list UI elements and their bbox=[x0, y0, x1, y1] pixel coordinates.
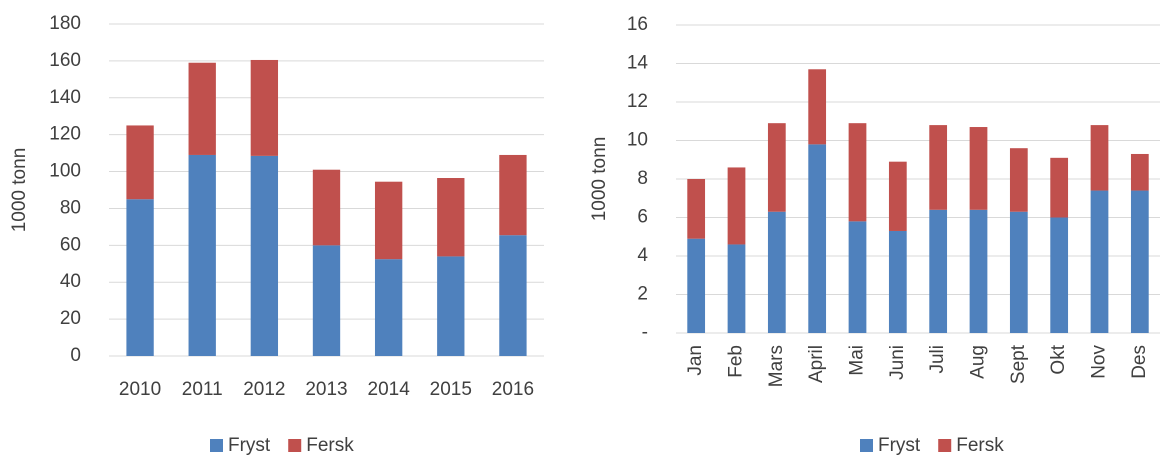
bar-segment bbox=[848, 123, 867, 222]
y-tick-label: 160 bbox=[49, 50, 81, 71]
y-tick-label: 4 bbox=[637, 245, 648, 266]
y-tick-label: 40 bbox=[60, 271, 81, 292]
bar-segment bbox=[848, 221, 867, 333]
y-tick-label: 10 bbox=[627, 130, 648, 151]
x-tick-label: Juli bbox=[927, 345, 948, 374]
bar-segment bbox=[1050, 217, 1069, 333]
legend-swatch bbox=[938, 439, 952, 452]
bar-segment bbox=[727, 244, 746, 333]
y-tick-label: 60 bbox=[60, 234, 81, 255]
x-tick-label: 2014 bbox=[368, 379, 411, 400]
bar-segment bbox=[126, 199, 154, 356]
bar-segment bbox=[312, 245, 341, 356]
x-tick-label: Mars bbox=[766, 345, 787, 387]
x-tick-label: Okt bbox=[1048, 344, 1069, 374]
x-tick-label: 2010 bbox=[119, 379, 161, 400]
bar-segment bbox=[969, 209, 988, 333]
bar-segment bbox=[1009, 148, 1028, 212]
x-tick-label: 2011 bbox=[182, 379, 223, 400]
y-tick-label: 2 bbox=[637, 284, 648, 305]
y-tick-label: 80 bbox=[60, 197, 81, 218]
bar-segment bbox=[188, 62, 216, 155]
bar-segment bbox=[888, 161, 907, 231]
y-tick-label: 120 bbox=[49, 124, 81, 145]
x-tick-label: 2016 bbox=[492, 379, 534, 400]
bar-segment bbox=[767, 123, 786, 212]
bar-segment bbox=[499, 235, 527, 356]
bar-segment bbox=[969, 127, 988, 210]
legend-label: Fryst bbox=[228, 435, 271, 456]
legend-swatch bbox=[288, 439, 302, 452]
legend-swatch bbox=[860, 439, 873, 452]
x-tick-label: 2013 bbox=[305, 379, 347, 400]
bar-segment bbox=[437, 178, 465, 257]
bar-segment bbox=[374, 181, 403, 260]
x-tick-label: Juni bbox=[887, 345, 908, 380]
x-tick-label: Aug bbox=[968, 345, 989, 379]
x-tick-label: Sept bbox=[1008, 344, 1029, 384]
y-tick-label: 0 bbox=[70, 345, 81, 366]
bar-segment bbox=[687, 238, 706, 333]
y-tick-label: - bbox=[642, 322, 648, 343]
bar-segment bbox=[1130, 153, 1149, 191]
legend-label: Fersk bbox=[306, 435, 354, 456]
bar-segment bbox=[727, 167, 746, 245]
bar-segment bbox=[1050, 157, 1069, 218]
bar-segment bbox=[808, 69, 827, 145]
bar-segment bbox=[374, 259, 403, 356]
y-axis-title: 1000 tonn bbox=[9, 148, 30, 233]
bar-segment bbox=[1090, 125, 1109, 191]
x-tick-label: 2015 bbox=[430, 379, 472, 400]
y-tick-label: 12 bbox=[627, 91, 648, 112]
legend-swatch bbox=[210, 439, 223, 452]
y-tick-label: 6 bbox=[637, 207, 648, 228]
x-tick-label: 2012 bbox=[243, 379, 285, 400]
bar-segment bbox=[1130, 190, 1149, 333]
y-tick-label: 140 bbox=[49, 87, 81, 108]
x-tick-label: April bbox=[806, 345, 827, 383]
y-tick-label: 16 bbox=[627, 14, 648, 35]
legend-label: Fersk bbox=[956, 435, 1004, 456]
bar-segment bbox=[687, 179, 706, 239]
x-tick-label: Nov bbox=[1089, 345, 1110, 379]
bar-segment bbox=[250, 155, 279, 356]
bar-segment bbox=[929, 125, 948, 210]
bar-segment bbox=[767, 211, 786, 333]
y-tick-label: 8 bbox=[637, 168, 648, 189]
bar-segment bbox=[126, 125, 154, 200]
bar-segment bbox=[499, 154, 527, 236]
bar-segment bbox=[1009, 211, 1028, 333]
y-tick-label: 20 bbox=[60, 308, 81, 329]
bar-segment bbox=[1090, 190, 1109, 333]
y-tick-label: 14 bbox=[627, 53, 649, 74]
y-tick-label: 180 bbox=[49, 13, 81, 34]
bar-segment bbox=[312, 169, 341, 246]
y-axis-title: 1000 tonn bbox=[589, 137, 610, 222]
bar-segment bbox=[888, 230, 907, 333]
legend-label: Fryst bbox=[878, 435, 921, 456]
x-tick-label: Des bbox=[1129, 345, 1150, 379]
bar-segment bbox=[437, 256, 465, 356]
x-tick-label: Mai bbox=[847, 345, 868, 376]
bar-segment bbox=[929, 209, 948, 333]
bar-segment bbox=[188, 154, 216, 356]
bar-segment bbox=[250, 59, 279, 156]
x-tick-label: Feb bbox=[726, 345, 747, 378]
x-tick-label: Jan bbox=[685, 345, 706, 376]
bar-segment bbox=[808, 144, 827, 333]
y-tick-label: 100 bbox=[49, 161, 81, 182]
